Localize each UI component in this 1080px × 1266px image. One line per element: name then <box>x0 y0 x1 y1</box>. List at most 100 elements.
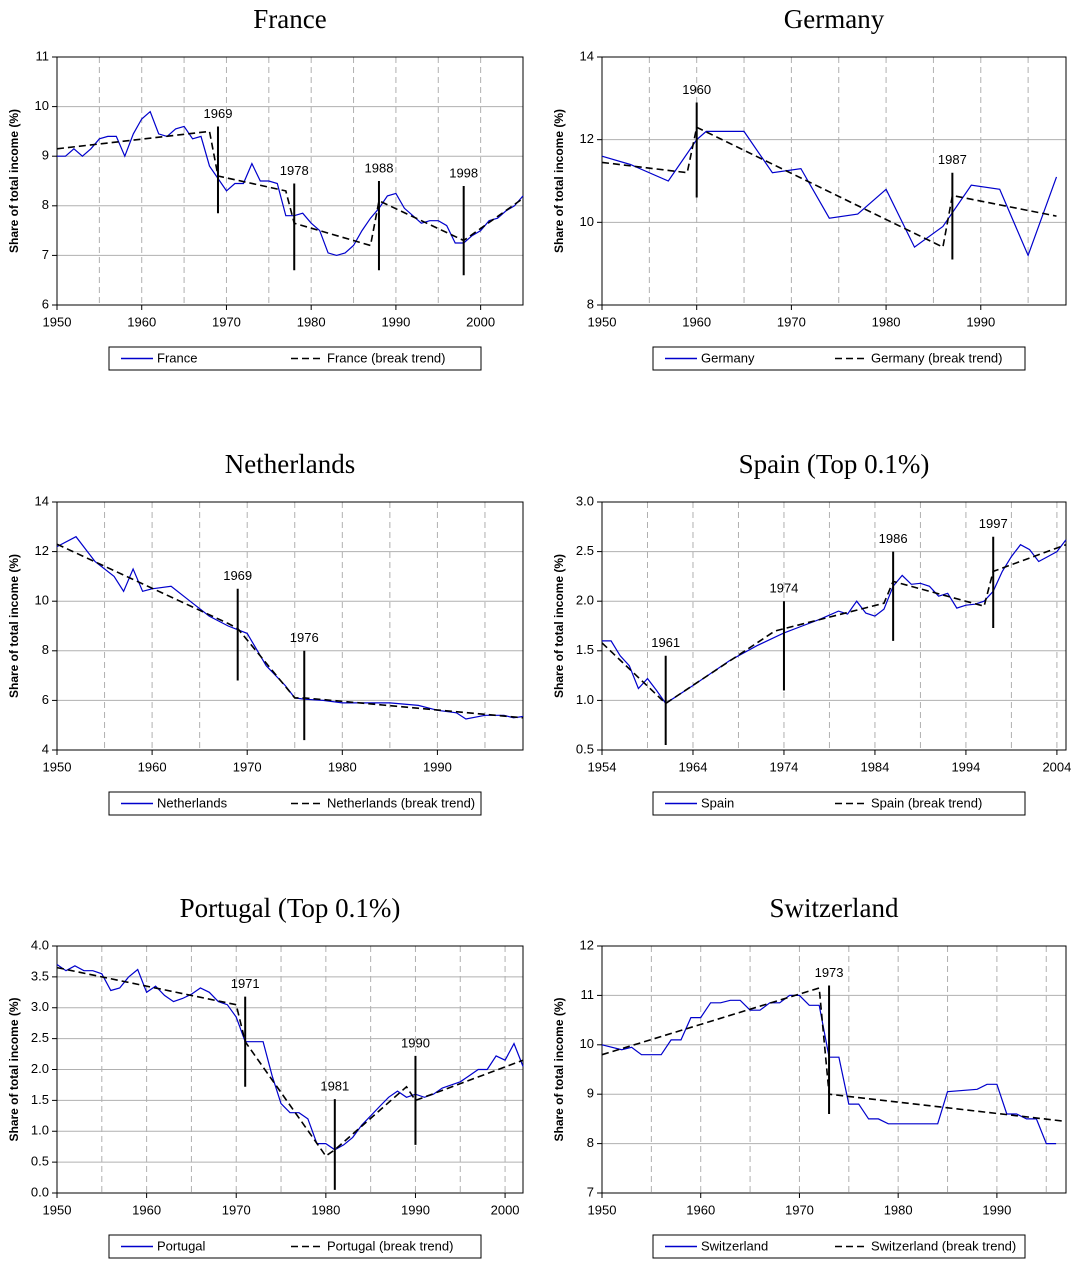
break-label: 1969 <box>223 568 252 583</box>
chart-title: Germany <box>784 4 885 34</box>
series-line <box>57 110 524 257</box>
legend-label: Germany <box>701 350 755 365</box>
plot-frame <box>56 56 524 306</box>
series-line <box>601 126 1057 249</box>
x-tick-label: 1964 <box>679 759 708 774</box>
chart-title: Switzerland <box>770 893 899 923</box>
y-tick-label: 0.0 <box>31 1184 49 1199</box>
x-tick-label: 1970 <box>212 314 241 329</box>
break-label: 1976 <box>290 630 319 645</box>
y-tick-label: 4 <box>42 741 49 756</box>
y-tick-label: 3.0 <box>31 999 49 1014</box>
y-tick-label: 8 <box>42 642 49 657</box>
x-tick-label: 1970 <box>785 1202 814 1217</box>
y-tick-label: 4.0 <box>31 937 49 952</box>
x-tick-label: 1980 <box>328 759 357 774</box>
legend-label: France <box>157 350 197 365</box>
y-axis-label: Share of total income (%) <box>552 109 566 253</box>
line-chart: France Share of total income (%) 6 7 8 9 10 11 1… <box>7 4 524 371</box>
x-tick-label: 1974 <box>769 759 798 774</box>
y-tick-label: 1.0 <box>576 692 594 707</box>
break-label: 1969 <box>204 106 233 121</box>
x-tick-label: 1980 <box>872 314 901 329</box>
break-label: 1990 <box>401 1035 430 1050</box>
chart-title: Spain (Top 0.1%) <box>739 449 930 479</box>
plot-frame <box>601 945 1067 1194</box>
y-tick-label: 3.0 <box>576 493 594 508</box>
x-tick-label: 1950 <box>588 1202 617 1217</box>
series-line <box>56 966 524 1158</box>
y-tick-label: 11 <box>36 48 50 63</box>
line-chart: Spain (Top 0.1%) Share of total income (%… <box>552 449 1071 816</box>
legend-label: Switzerland (break trend) <box>871 1238 1016 1253</box>
y-axis-label: Share of total income (%) <box>552 554 566 698</box>
series-line <box>601 130 1058 258</box>
x-tick-label: 1990 <box>966 314 995 329</box>
y-tick-label: 8 <box>587 1135 594 1150</box>
y-tick-label: 10 <box>580 1036 594 1051</box>
legend-label: Netherlands (break trend) <box>327 795 475 810</box>
y-tick-label: 14 <box>580 48 594 63</box>
y-tick-label: 8 <box>587 296 594 311</box>
x-tick-label: 1950 <box>43 1202 72 1217</box>
x-tick-label: 1960 <box>132 1202 161 1217</box>
plot-frame <box>56 501 524 751</box>
break-label: 1971 <box>231 976 260 991</box>
y-tick-label: 2.0 <box>31 1061 49 1076</box>
x-tick-label: 1960 <box>682 314 711 329</box>
line-chart: Switzerland Share of total income (%) 7 8 9 1… <box>552 893 1067 1259</box>
y-axis-label: Share of total income (%) <box>7 997 21 1141</box>
x-tick-label: 1960 <box>138 759 167 774</box>
line-chart: Portugal (Top 0.1%) Share of total income… <box>7 893 524 1259</box>
x-tick-label: 1950 <box>43 314 72 329</box>
x-tick-label: 1984 <box>860 759 889 774</box>
x-tick-label: 1954 <box>588 759 617 774</box>
chart-title: Portugal (Top 0.1%) <box>180 893 401 923</box>
x-tick-label: 2000 <box>491 1202 520 1217</box>
x-tick-label: 1960 <box>127 314 156 329</box>
y-tick-label: 0.5 <box>31 1154 49 1169</box>
x-tick-label: 1970 <box>777 314 806 329</box>
series-line <box>56 130 524 247</box>
x-tick-label: 1970 <box>222 1202 251 1217</box>
y-tick-label: 10 <box>35 593 49 608</box>
y-tick-label: 12 <box>580 131 594 146</box>
x-tick-label: 2004 <box>1042 759 1071 774</box>
x-tick-label: 1970 <box>233 759 262 774</box>
series-line <box>602 539 1067 705</box>
y-axis-label: Share of total income (%) <box>7 109 21 253</box>
y-tick-label: 3.5 <box>31 968 49 983</box>
y-tick-label: 9 <box>42 148 49 163</box>
break-label: 1988 <box>365 160 394 175</box>
series-line <box>56 964 524 1151</box>
break-label: 1978 <box>280 163 309 178</box>
y-tick-label: 6 <box>42 692 49 707</box>
legend-label: Spain (break trend) <box>871 795 982 810</box>
y-tick-label: 7 <box>42 247 49 262</box>
y-tick-label: 11 <box>581 987 595 1002</box>
break-label: 1960 <box>682 82 711 97</box>
x-tick-label: 1960 <box>686 1202 715 1217</box>
y-tick-label: 1.5 <box>31 1092 49 1107</box>
x-tick-label: 1980 <box>884 1202 913 1217</box>
legend-label: Germany (break trend) <box>871 350 1003 365</box>
y-tick-label: 10 <box>580 214 594 229</box>
series-line <box>601 543 1067 705</box>
x-tick-label: 1994 <box>951 759 980 774</box>
x-tick-label: 1990 <box>982 1202 1011 1217</box>
y-tick-label: 10 <box>35 98 49 113</box>
y-tick-label: 6 <box>42 296 49 311</box>
break-label: 1997 <box>979 516 1008 531</box>
x-tick-label: 1980 <box>311 1202 340 1217</box>
y-tick-label: 12 <box>580 937 594 952</box>
y-tick-label: 7 <box>587 1184 594 1199</box>
legend-label: Portugal <box>157 1238 206 1253</box>
plot-frame <box>601 56 1067 306</box>
legend-label: France (break trend) <box>327 350 446 365</box>
series-line <box>56 543 524 719</box>
y-tick-label: 2.0 <box>576 593 594 608</box>
chart-title: France <box>253 4 326 34</box>
break-label: 1961 <box>651 635 680 650</box>
y-axis-label: Share of total income (%) <box>552 997 566 1141</box>
break-label: 1974 <box>769 581 798 596</box>
